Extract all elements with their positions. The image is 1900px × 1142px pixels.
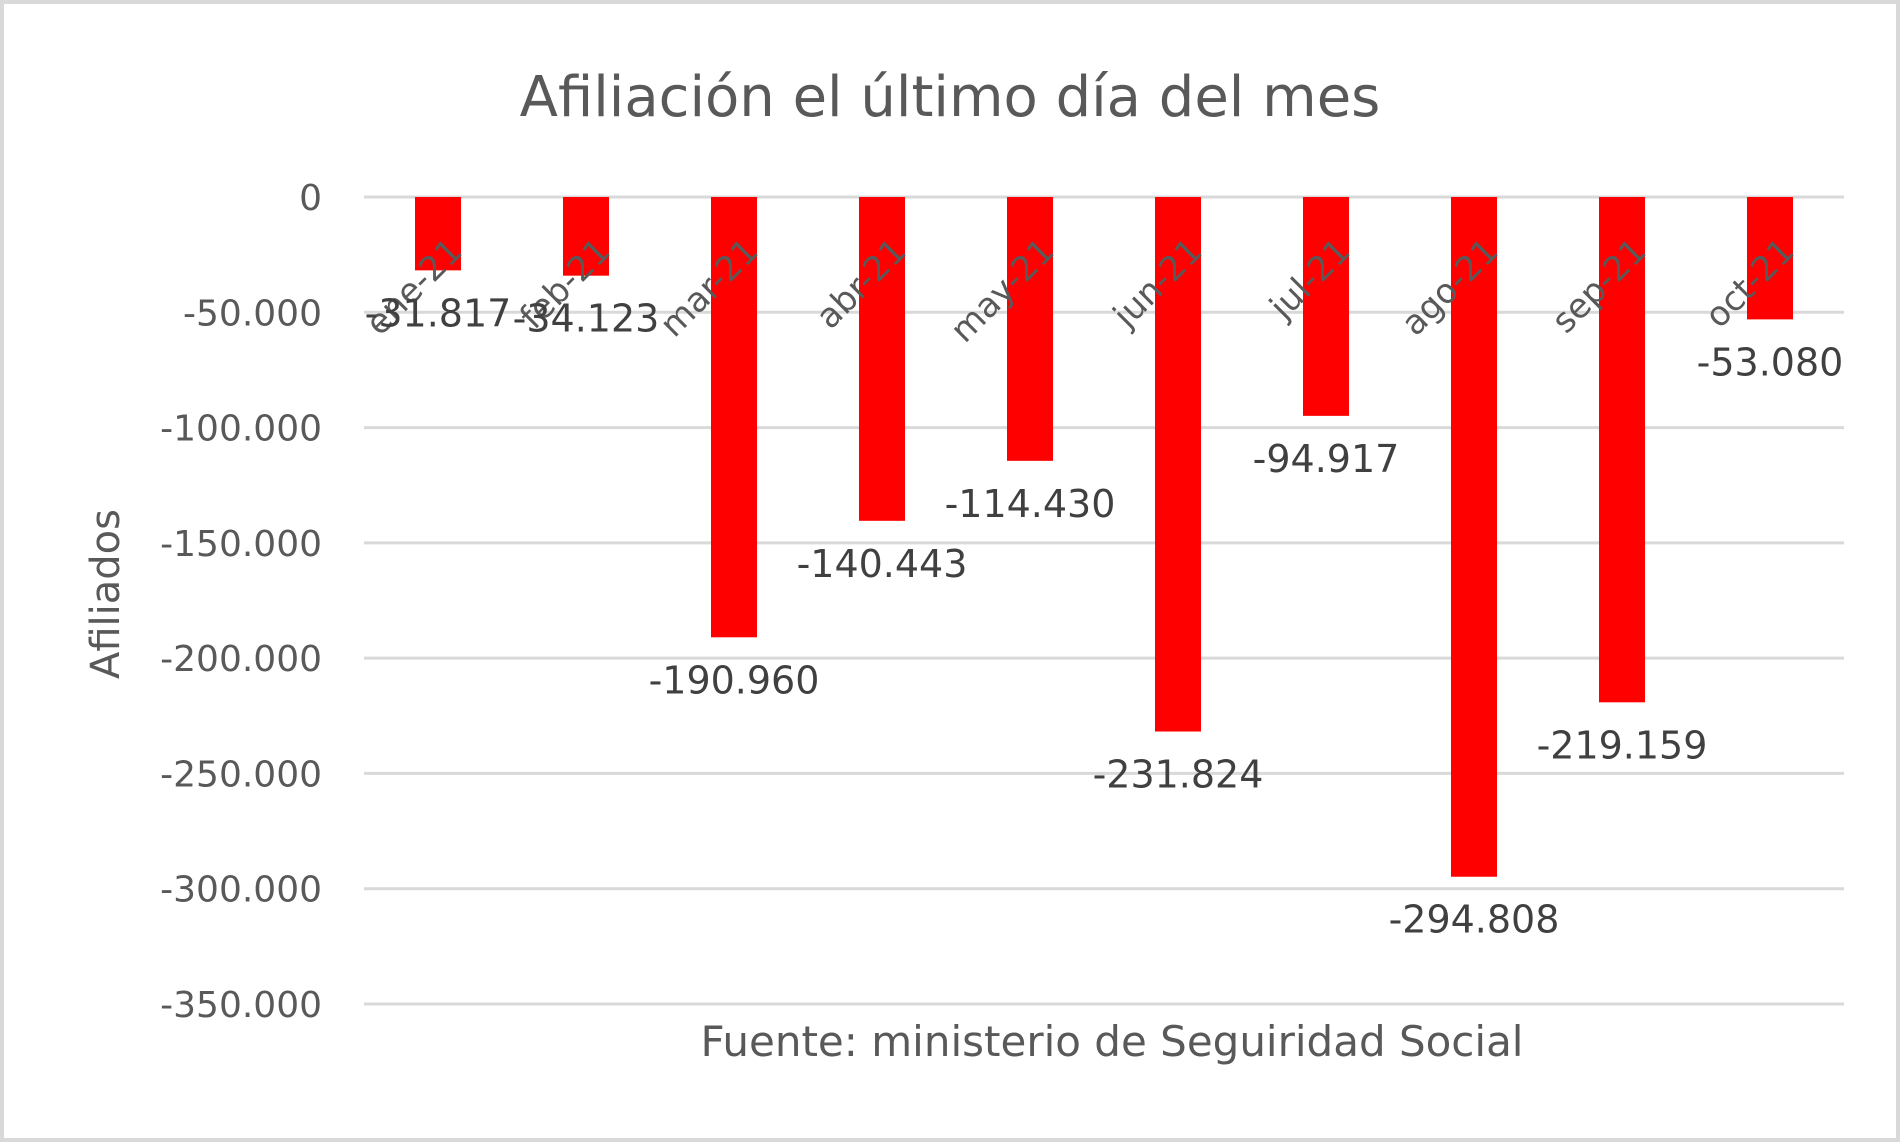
data-label: -94.917	[1253, 437, 1400, 481]
y-axis-title: Afiliados	[83, 509, 129, 679]
bar	[1747, 197, 1793, 320]
bar	[415, 197, 461, 271]
gridlines	[364, 195, 1844, 1006]
data-label: -53.080	[1697, 340, 1844, 384]
bars	[415, 197, 1793, 877]
y-tick-label: 0	[299, 178, 322, 219]
data-label: -114.430	[945, 482, 1116, 526]
bar	[1599, 197, 1645, 703]
y-tick-label: -350.000	[160, 985, 322, 1026]
bar	[1007, 197, 1053, 461]
data-label: -140.443	[797, 542, 968, 586]
data-label: -31.817	[365, 291, 512, 335]
data-label: -231.824	[1093, 753, 1264, 797]
y-tick-label: -100.000	[160, 409, 322, 450]
bar-chart: Afiliación el último día del mes 0 -50.00…	[83, 65, 1844, 1066]
y-tick-label: -50.000	[183, 293, 322, 334]
bar	[1155, 197, 1201, 732]
data-label: -190.960	[649, 658, 820, 702]
y-tick-label: -300.000	[160, 870, 322, 911]
y-tick-label: -150.000	[160, 524, 322, 565]
data-labels: -31.817 -34.123 -190.960 -140.443 -114.430 -2…	[365, 291, 1844, 941]
y-tick-label: -200.000	[160, 639, 322, 680]
bar	[563, 197, 609, 276]
chart-title: Afiliación el último día del mes	[520, 65, 1381, 130]
data-label: -34.123	[513, 297, 660, 341]
source-note: Fuente: ministerio de Seguiridad Social	[701, 1017, 1524, 1066]
bar	[1303, 197, 1349, 416]
bar	[859, 197, 905, 521]
data-label: -294.808	[1389, 898, 1560, 942]
data-label: -219.159	[1537, 723, 1708, 767]
y-axis-ticks: 0 -50.000 -100.000 -150.000 -200.000 -250.000…	[160, 178, 322, 1026]
y-tick-label: -250.000	[160, 754, 322, 795]
bar	[1451, 197, 1497, 877]
bar	[711, 197, 757, 638]
